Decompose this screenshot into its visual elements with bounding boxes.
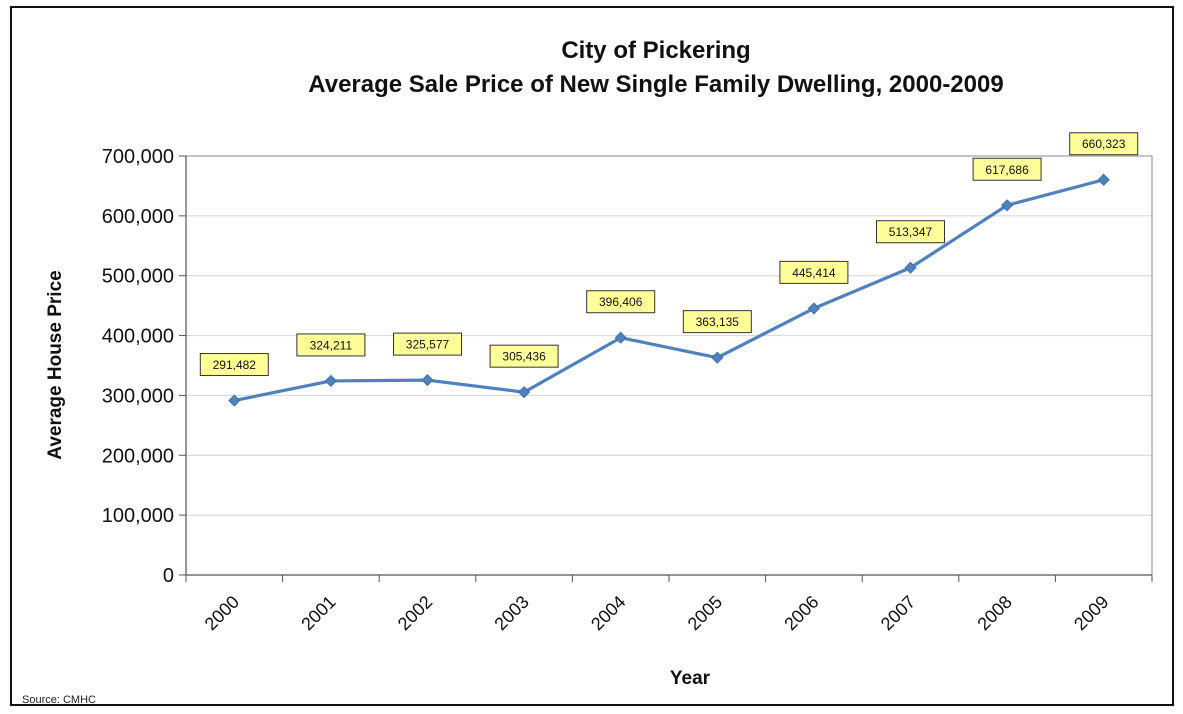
data-label: 617,686 — [972, 157, 1042, 181]
data-point-marker — [711, 351, 724, 364]
axes — [179, 155, 1153, 582]
data-point-marker — [904, 261, 917, 274]
data-label-box — [586, 290, 656, 314]
chart-title: City of Pickering — [561, 37, 750, 64]
x-tick-label: 2002 — [394, 592, 436, 634]
plot-area — [185, 155, 1153, 576]
data-label-box — [1069, 132, 1139, 156]
data-point-marker — [807, 302, 820, 315]
data-label-text: 660,323 — [1082, 137, 1126, 151]
data-label: 305,436 — [489, 344, 559, 368]
data-label: 325,577 — [393, 332, 462, 356]
y-tick-label: 300,000 — [102, 385, 174, 407]
source-note: Source: CMHC — [22, 694, 96, 706]
data-label-text: 305,436 — [502, 350, 546, 364]
data-label: 513,347 — [876, 220, 945, 244]
y-tick-label: 500,000 — [102, 266, 174, 288]
data-point-marker — [421, 374, 434, 387]
y-tick-label: 400,000 — [102, 326, 174, 348]
x-tick-label: 2005 — [684, 592, 726, 634]
data-label-text: 325,577 — [406, 338, 450, 352]
x-tick-label: 2006 — [780, 592, 822, 634]
y-tick-label: 700,000 — [102, 146, 174, 168]
data-label-text: 445,414 — [792, 266, 836, 280]
x-tick-label: 2001 — [297, 592, 339, 634]
data-label: 324,211 — [296, 333, 366, 357]
data-label-box — [682, 310, 752, 334]
data-label-box — [972, 157, 1042, 181]
y-axis-label: Average House Price — [45, 270, 66, 459]
data-point-marker — [1001, 199, 1014, 212]
data-label-text: 324,211 — [310, 338, 353, 352]
x-axis-label: Year — [670, 668, 711, 689]
data-label-box — [876, 220, 945, 244]
chart-subtitle: Average Sale Price of New Single Family … — [308, 71, 1003, 98]
data-label: 445,414 — [779, 260, 849, 284]
data-point-marker — [614, 331, 627, 344]
data-label-box — [489, 344, 559, 368]
x-tick-label: 2009 — [1070, 592, 1112, 634]
data-point-marker — [1097, 173, 1110, 186]
data-label-box — [779, 260, 849, 284]
data-point-marker — [324, 374, 337, 388]
series-line-group — [228, 173, 1110, 407]
x-tick-label: 2007 — [877, 592, 919, 634]
data-label-box — [296, 333, 366, 357]
data-label-text: 363,135 — [696, 315, 740, 329]
data-label: 291,482 — [199, 353, 269, 377]
data-label-text: 291,482 — [213, 358, 257, 372]
data-label: 363,135 — [682, 310, 752, 334]
data-label-text: 513,347 — [889, 225, 933, 239]
y-tick-label: 0 — [163, 565, 174, 587]
data-label: 396,406 — [586, 290, 656, 314]
data-label: 660,323 — [1069, 132, 1139, 156]
x-tick-label: 2004 — [587, 592, 629, 634]
data-label-box — [199, 353, 269, 377]
y-tick-label: 100,000 — [102, 505, 174, 527]
y-tick-label: 600,000 — [102, 206, 174, 228]
data-label-text: 396,406 — [599, 295, 643, 309]
x-tick-labels: 2000 2001 2002 2003 2004 2005 2006 2007 2008 2009 — [201, 592, 1113, 634]
data-labels: 291,482 324,211 325,577 305,436 396,406 363,1… — [199, 132, 1139, 377]
x-tick-label: 2003 — [490, 592, 532, 634]
y-tick-labels: 0 100,000 200,000 300,000 400,000 500,000 600,… — [102, 146, 174, 587]
x-tick-label: 2008 — [973, 592, 1015, 634]
y-tick-label: 200,000 — [102, 445, 174, 467]
data-point-marker — [228, 394, 241, 407]
data-point-marker — [518, 386, 531, 399]
data-label-box — [393, 332, 462, 356]
gridlines — [186, 215, 1152, 516]
series-line — [232, 178, 1106, 403]
x-tick-label: 2000 — [201, 592, 243, 634]
data-label-text: 617,686 — [985, 163, 1029, 177]
